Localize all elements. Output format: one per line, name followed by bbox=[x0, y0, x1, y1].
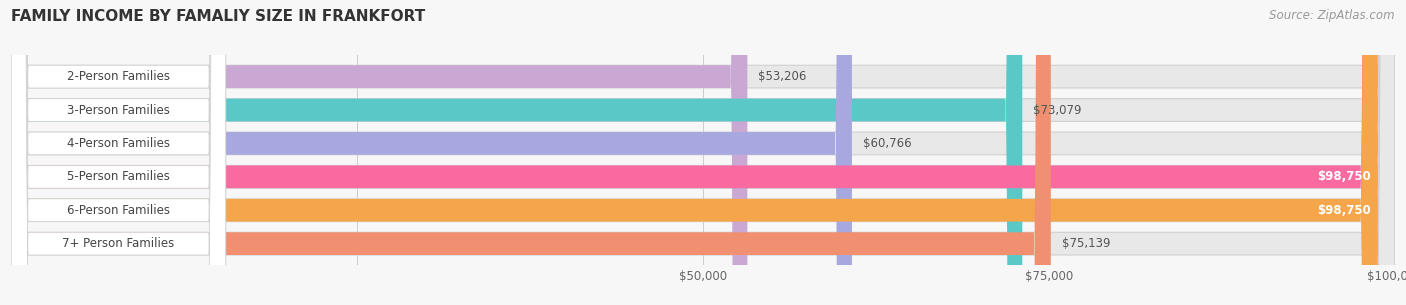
Text: 7+ Person Families: 7+ Person Families bbox=[62, 237, 174, 250]
FancyBboxPatch shape bbox=[11, 0, 1395, 305]
Text: 2-Person Families: 2-Person Families bbox=[67, 70, 170, 83]
FancyBboxPatch shape bbox=[11, 0, 748, 305]
FancyBboxPatch shape bbox=[11, 0, 1395, 305]
Text: $98,750: $98,750 bbox=[1317, 170, 1371, 183]
FancyBboxPatch shape bbox=[11, 0, 226, 305]
FancyBboxPatch shape bbox=[11, 0, 1395, 305]
Text: 4-Person Families: 4-Person Families bbox=[67, 137, 170, 150]
Text: 5-Person Families: 5-Person Families bbox=[67, 170, 170, 183]
FancyBboxPatch shape bbox=[11, 0, 852, 305]
Text: 3-Person Families: 3-Person Families bbox=[67, 103, 170, 117]
FancyBboxPatch shape bbox=[11, 0, 1050, 305]
FancyBboxPatch shape bbox=[11, 0, 226, 305]
FancyBboxPatch shape bbox=[11, 0, 226, 305]
Text: FAMILY INCOME BY FAMALIY SIZE IN FRANKFORT: FAMILY INCOME BY FAMALIY SIZE IN FRANKFO… bbox=[11, 9, 426, 24]
FancyBboxPatch shape bbox=[11, 0, 226, 305]
Text: 6-Person Families: 6-Person Families bbox=[67, 204, 170, 217]
Text: $53,206: $53,206 bbox=[758, 70, 807, 83]
FancyBboxPatch shape bbox=[11, 0, 226, 305]
FancyBboxPatch shape bbox=[11, 0, 1378, 305]
Text: Source: ZipAtlas.com: Source: ZipAtlas.com bbox=[1270, 9, 1395, 22]
Text: $60,766: $60,766 bbox=[863, 137, 911, 150]
FancyBboxPatch shape bbox=[11, 0, 226, 305]
Text: $73,079: $73,079 bbox=[1033, 103, 1081, 117]
FancyBboxPatch shape bbox=[11, 0, 1395, 305]
Text: $75,139: $75,139 bbox=[1062, 237, 1111, 250]
FancyBboxPatch shape bbox=[11, 0, 1395, 305]
FancyBboxPatch shape bbox=[11, 0, 1022, 305]
FancyBboxPatch shape bbox=[11, 0, 1378, 305]
Text: $98,750: $98,750 bbox=[1317, 204, 1371, 217]
FancyBboxPatch shape bbox=[11, 0, 1395, 305]
